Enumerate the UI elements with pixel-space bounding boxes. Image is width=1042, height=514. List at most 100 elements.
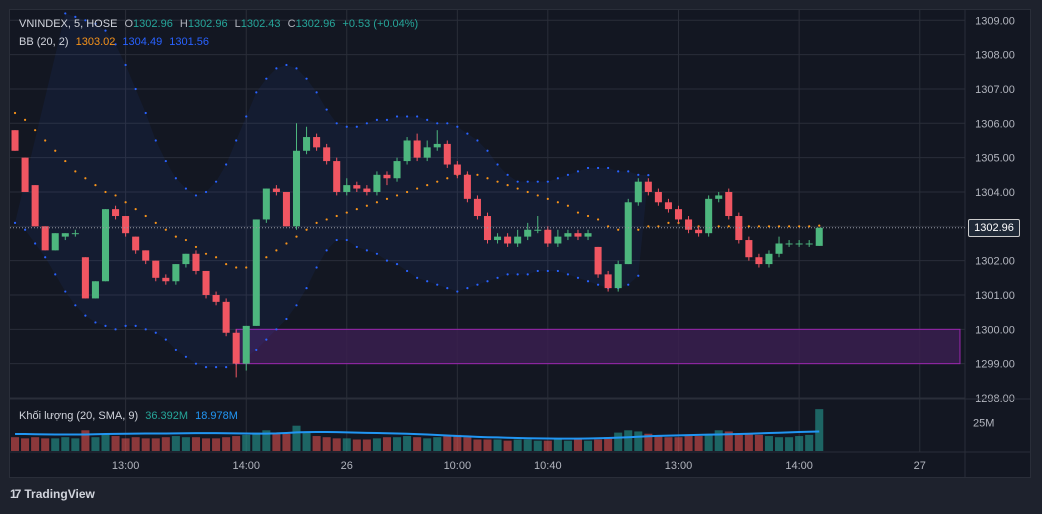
volume-bars <box>11 409 824 451</box>
time-tick-label: 10:00 <box>444 460 472 472</box>
bb-basis-point <box>757 225 761 228</box>
candle-body <box>524 229 532 237</box>
bb-upper-value: 1304.49 <box>122 36 163 48</box>
bb-lower-point <box>54 273 57 276</box>
candle-body <box>504 236 512 244</box>
volume-bar <box>734 434 743 451</box>
candle-body <box>242 325 250 364</box>
candle-body <box>152 260 160 278</box>
bb-upper-point <box>596 166 600 170</box>
support-zone-rect <box>235 328 961 365</box>
volume-bar <box>493 439 502 451</box>
candle-body <box>755 257 763 265</box>
bb-legend: BB (20, 2) 1303.02 1304.49 1301.56 <box>19 36 213 48</box>
bb-basis-point <box>245 266 248 269</box>
time-tick-label: 27 <box>914 460 926 472</box>
candle-body <box>463 174 471 199</box>
volume-bar <box>704 434 713 451</box>
bb-basis-point <box>395 194 399 197</box>
bb-lower-point <box>486 280 489 283</box>
bb-basis-value: 1303.02 <box>75 36 116 48</box>
candle-body <box>132 236 140 251</box>
bb-lower-point <box>275 328 278 331</box>
bb-basis-point <box>777 225 781 228</box>
volume-bar <box>21 438 30 451</box>
volume-bar <box>724 431 733 451</box>
bb-lower-point <box>536 269 539 273</box>
volume-bar <box>362 439 371 451</box>
candle-body <box>594 246 602 275</box>
bb-lower-point <box>114 328 117 331</box>
volume-bar <box>543 440 552 451</box>
bb-basis-point <box>647 225 650 228</box>
bb-upper-point <box>315 91 318 94</box>
chart-frame[interactable]: 1309.00 1308.00 1307.00 1306.00 1305.00 1304.… <box>9 9 1031 478</box>
chart-canvas[interactable]: 1309.00 1308.00 1307.00 1306.00 1305.00 1304.… <box>10 10 1031 478</box>
candle-body <box>313 137 321 148</box>
bb-upper-point <box>647 174 650 177</box>
bb-upper-point <box>305 77 308 80</box>
symbol-label: VNINDEX, 5, HOSE <box>19 18 118 30</box>
candle-body <box>785 243 793 245</box>
candle-body <box>685 219 693 230</box>
candle-body <box>212 294 220 302</box>
time-tick-label: 10:40 <box>534 460 562 472</box>
candle-body <box>122 216 130 234</box>
bb-upper-point <box>426 118 429 121</box>
bb-upper-point <box>405 115 409 118</box>
volume-bar <box>503 440 512 451</box>
bb-upper-point <box>546 180 549 183</box>
volume-bar <box>191 437 200 451</box>
candle-body <box>252 219 260 326</box>
volume-bar <box>584 440 593 451</box>
bb-upper-point <box>526 180 529 183</box>
volume-value: 36.392M <box>145 410 189 422</box>
bb-basis-point <box>275 249 278 252</box>
bb-lower-point <box>426 280 429 283</box>
volume-bar <box>131 437 140 451</box>
bb-upper-point <box>506 173 509 176</box>
bb-basis-point <box>134 208 137 211</box>
volume-bar <box>754 434 763 451</box>
volume-bar <box>202 438 211 451</box>
volume-bar <box>292 425 301 451</box>
bb-upper-point <box>446 122 449 125</box>
last-price-tag: 1302.96 <box>968 218 1020 237</box>
bb-upper-point <box>335 122 338 125</box>
bb-basis-point <box>405 190 409 194</box>
bb-upper-point <box>184 187 188 190</box>
candle-body <box>91 281 99 299</box>
candle-body <box>453 164 461 175</box>
bb-upper-point <box>556 177 559 180</box>
bb-lower-point <box>144 328 147 331</box>
volume-bar <box>101 434 110 451</box>
bb-lower-point <box>526 273 529 276</box>
candle-body <box>51 233 59 251</box>
bb-basis-point <box>747 225 750 228</box>
bb-lower-point <box>255 348 258 352</box>
bb-lower-point <box>546 269 549 273</box>
volume-bar <box>372 438 381 451</box>
bb-lower-point <box>74 304 77 307</box>
bb-upper-point <box>586 166 590 170</box>
bb-upper-point <box>456 125 459 128</box>
bb-lower-point <box>305 287 308 290</box>
bb-upper-point <box>476 139 479 142</box>
tradingview-logo[interactable]: 17 TradingView <box>10 487 95 501</box>
bb-lower-point <box>214 365 218 369</box>
candle-body <box>162 277 170 282</box>
bb-basis-point <box>496 180 499 183</box>
volume-bar <box>594 439 603 451</box>
bb-basis-point <box>13 111 17 115</box>
bb-lower-point <box>446 287 449 290</box>
bb-label: BB (20, 2) <box>19 36 69 48</box>
bb-basis-point <box>516 187 519 190</box>
volume-bar <box>342 438 351 451</box>
candle-body <box>333 161 341 192</box>
candle-body <box>81 257 89 299</box>
candle-body <box>292 150 301 227</box>
volume-bar <box>262 430 271 451</box>
candle-body <box>654 191 662 203</box>
bb-basis-point <box>355 208 358 211</box>
volume-bar <box>674 437 683 451</box>
